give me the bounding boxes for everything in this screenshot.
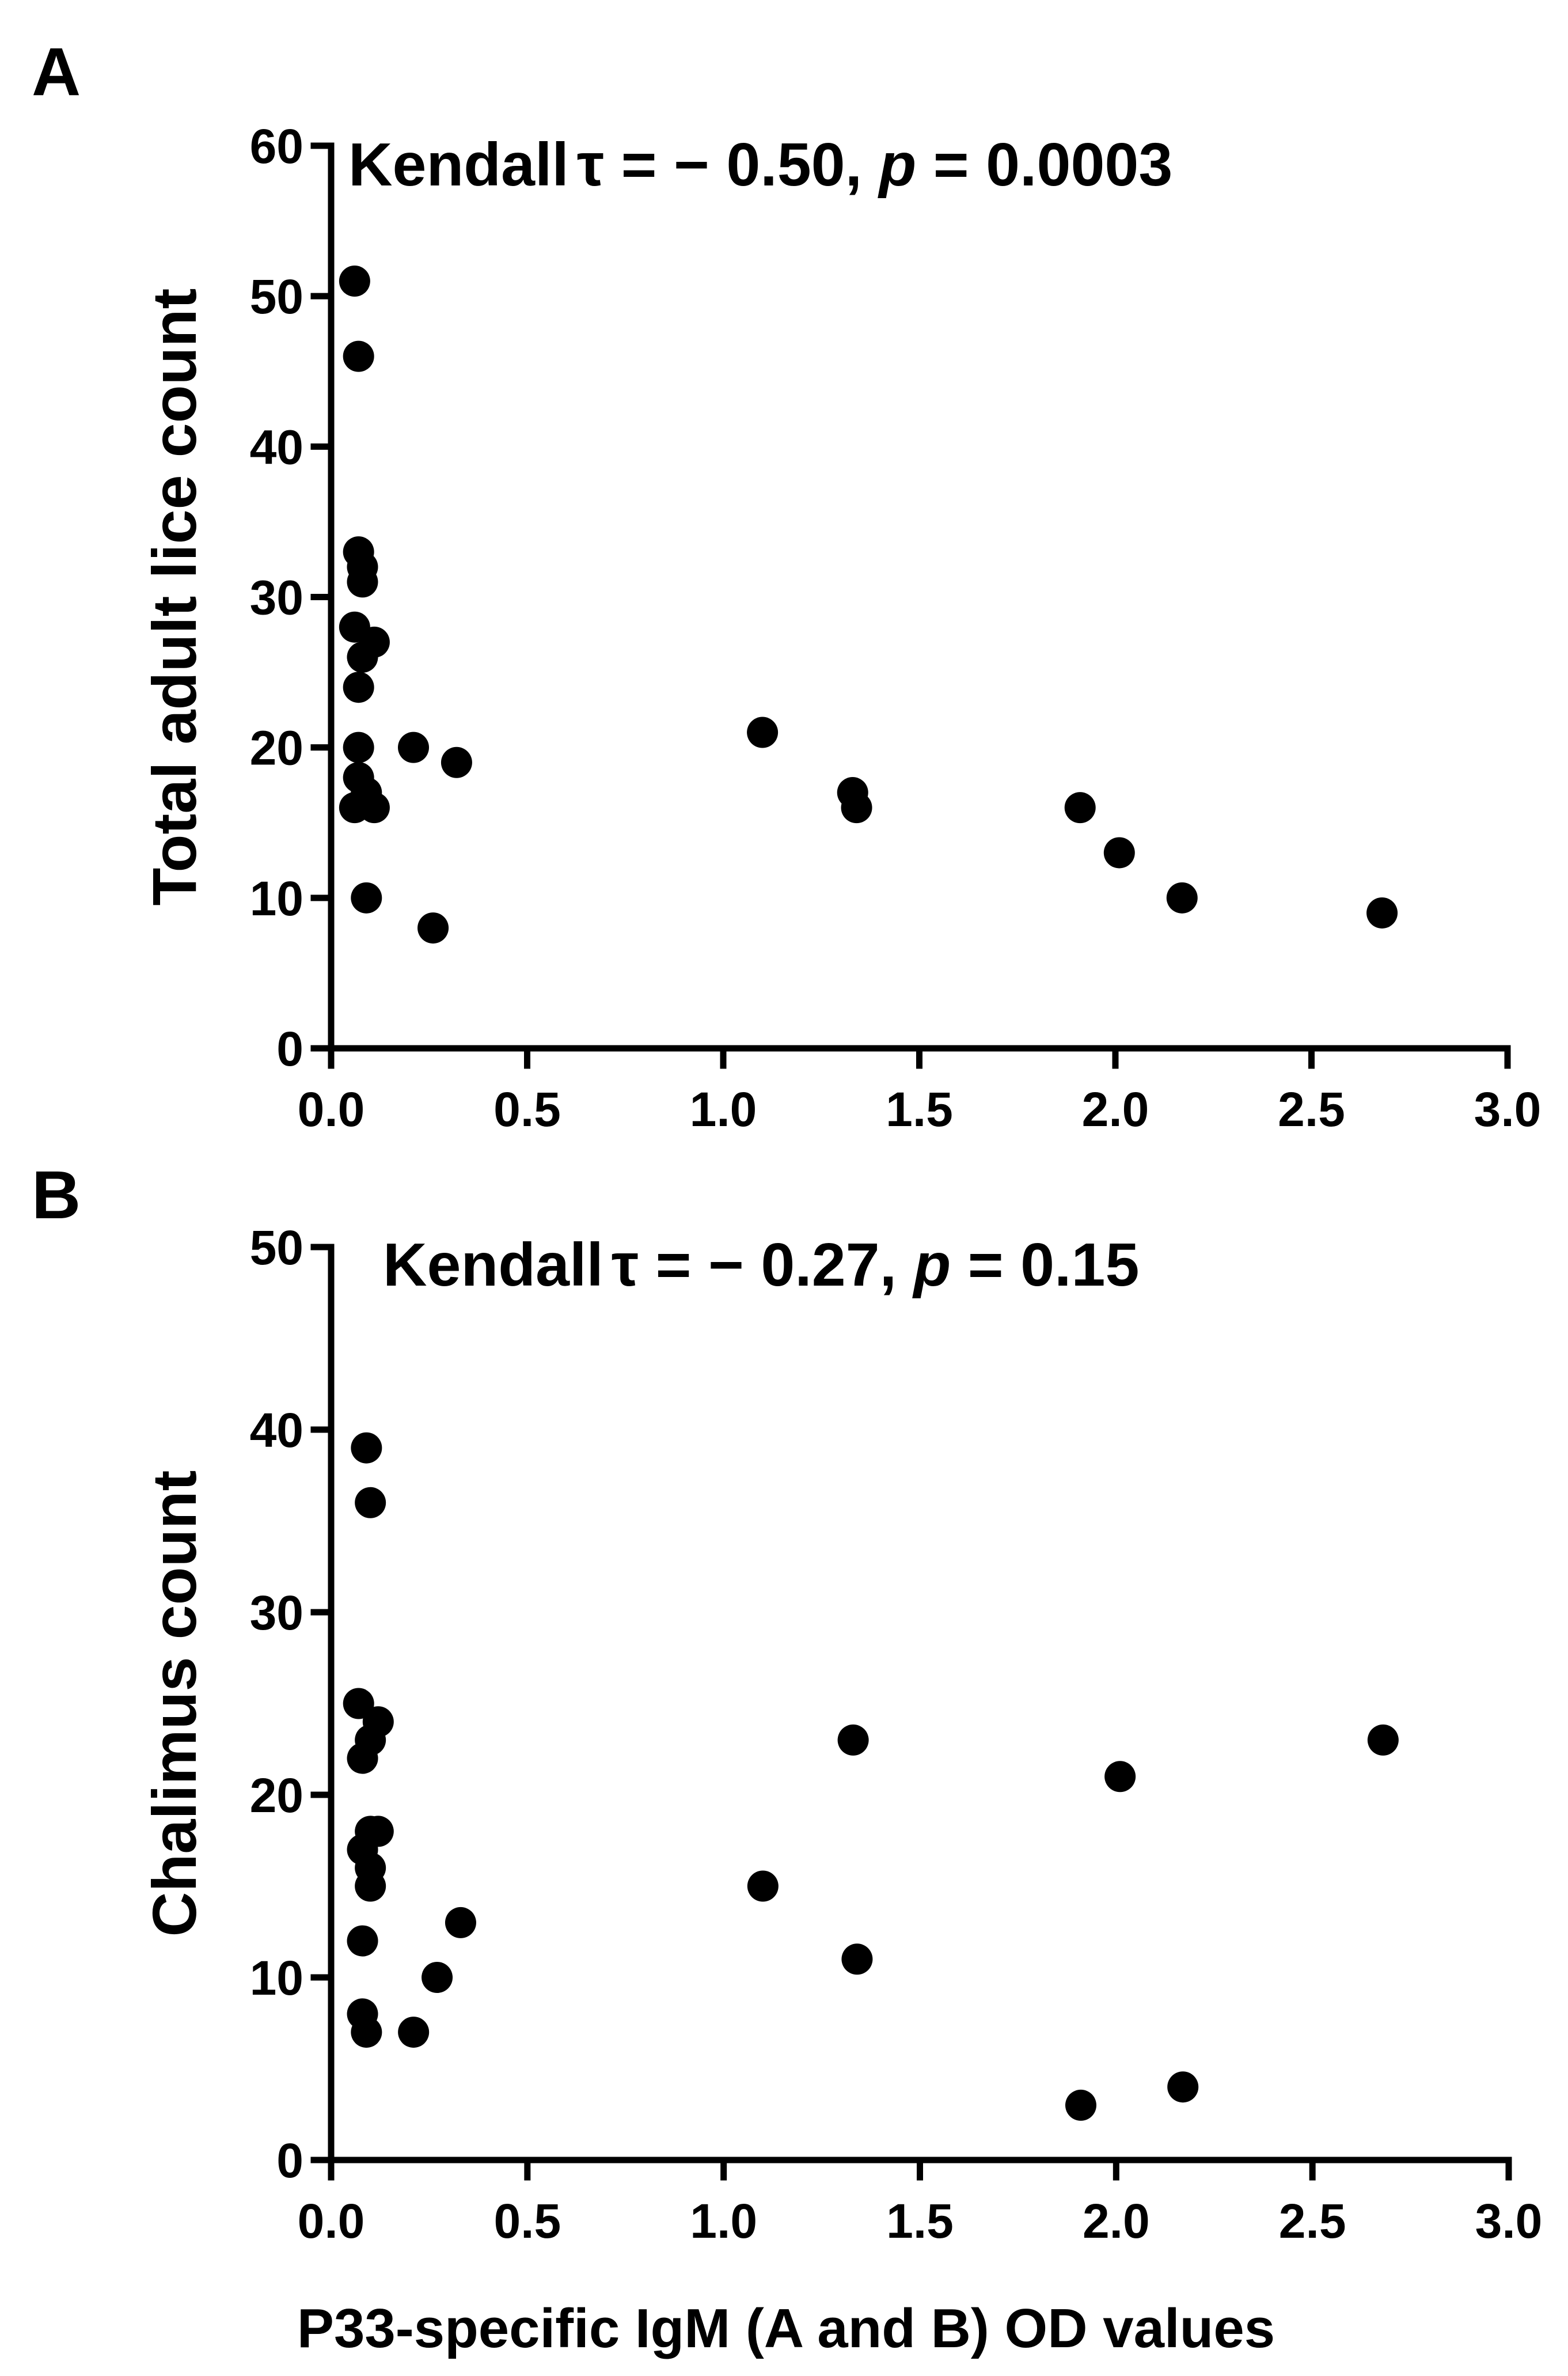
y-tick-label: 60: [250, 119, 303, 173]
data-point: [417, 912, 449, 944]
y-tick-label: 40: [250, 420, 303, 474]
annotation-prefix: Kendall: [348, 131, 569, 199]
data-point: [398, 732, 430, 763]
kendall-annotation: Kendall τ = − 0.50, p = 0.0003: [348, 131, 1172, 199]
x-tick-label: 2.0: [1082, 1082, 1149, 1136]
data-point: [1064, 792, 1096, 824]
chart-panel-b: B 0 10 20 30 40 50 0.0 0.5 1.0 1.5 2.0 2.5 3.0 Chalimu…: [32, 1157, 1542, 2248]
data-point: [351, 882, 382, 914]
annotation-stat: = − 0.27,: [639, 1231, 913, 1299]
x-tick-label: 1.5: [886, 1082, 953, 1136]
annotation-p-value: = 0.0003: [916, 131, 1172, 199]
data-point: [747, 1870, 779, 1902]
data-point: [441, 746, 472, 778]
x-tick-label: 0.0: [298, 1082, 365, 1136]
y-tick-label: 50: [250, 270, 303, 324]
chart-panel-a: A 0 10 20 30 40 50 60 0.0 0.5 1.0 1.5 2.0 2.5 3.0 Total…: [32, 34, 1541, 1136]
data-point: [1367, 1724, 1399, 1756]
data-point: [445, 1907, 476, 1938]
y-tick-label: 30: [250, 1586, 303, 1640]
data-point: [355, 1487, 386, 1518]
data-point: [837, 1724, 869, 1756]
panel-letter: B: [32, 1157, 81, 1233]
y-tick-label: 20: [250, 721, 303, 775]
y-tick-label: 0: [276, 2134, 303, 2188]
data-point: [351, 2017, 382, 2048]
data-point: [355, 1870, 386, 1902]
data-point: [351, 1432, 382, 1464]
data-point: [358, 792, 390, 824]
y-tick-label: 10: [250, 871, 303, 926]
data-point: [398, 2017, 430, 2048]
data-point: [1167, 2071, 1199, 2103]
y-tick-label: 50: [250, 1221, 303, 1275]
data-point: [343, 732, 374, 763]
data-point: [841, 1943, 873, 1975]
x-tick-label: 2.0: [1083, 2194, 1150, 2248]
data-point: [343, 1688, 374, 1719]
y-tick-label: 30: [250, 571, 303, 625]
x-tick-label: 3.0: [1474, 1082, 1542, 1136]
x-tick-label: 0.0: [298, 2194, 365, 2248]
panel-letter: A: [32, 34, 81, 110]
y-tick-label: 20: [250, 1768, 303, 1822]
annotation-stat: = − 0.50,: [604, 131, 879, 199]
annotation-tau-symbol: τ: [612, 1231, 639, 1299]
data-point: [1104, 1761, 1136, 1793]
annotation-p-symbol: p: [878, 131, 917, 199]
x-tick-label: 0.5: [493, 1082, 561, 1136]
data-point: [841, 792, 872, 824]
data-point: [343, 340, 374, 372]
y-axis-label: Chalimus count: [139, 1470, 209, 1937]
x-tick-label: 1.0: [690, 1082, 757, 1136]
y-tick-label: 0: [276, 1022, 303, 1076]
annotation-p-value: = 0.15: [951, 1231, 1139, 1299]
data-point: [1166, 882, 1198, 914]
data-point: [747, 717, 779, 748]
data-point: [343, 672, 374, 703]
x-tick-label: 2.5: [1279, 2194, 1346, 2248]
data-point: [347, 566, 378, 598]
x-tick-label: 2.5: [1278, 1082, 1345, 1136]
x-tick-label: 0.5: [493, 2194, 561, 2248]
data-point: [1065, 2089, 1096, 2121]
x-tick-label: 1.0: [690, 2194, 757, 2248]
data-point: [347, 1742, 378, 1774]
annotation-tau-symbol: τ: [577, 131, 604, 199]
y-axis-label: Total adult lice count: [139, 288, 209, 905]
data-point: [422, 1962, 453, 1993]
y-tick-label: 40: [250, 1403, 303, 1457]
data-point: [1103, 837, 1135, 869]
annotation-prefix: Kendall: [383, 1231, 603, 1299]
data-point: [347, 641, 378, 673]
annotation-p-symbol: p: [912, 1231, 951, 1299]
data-point: [339, 266, 370, 297]
y-tick-label: 10: [250, 1951, 303, 2005]
kendall-annotation: Kendall τ = − 0.27, p = 0.15: [383, 1231, 1139, 1299]
x-tick-label: 1.5: [886, 2194, 954, 2248]
data-point: [1366, 897, 1398, 929]
x-tick-label: 3.0: [1475, 2194, 1543, 2248]
x-axis-label: P33-specific IgM (A and B) OD values: [297, 2298, 1275, 2359]
data-point: [347, 1925, 378, 1957]
